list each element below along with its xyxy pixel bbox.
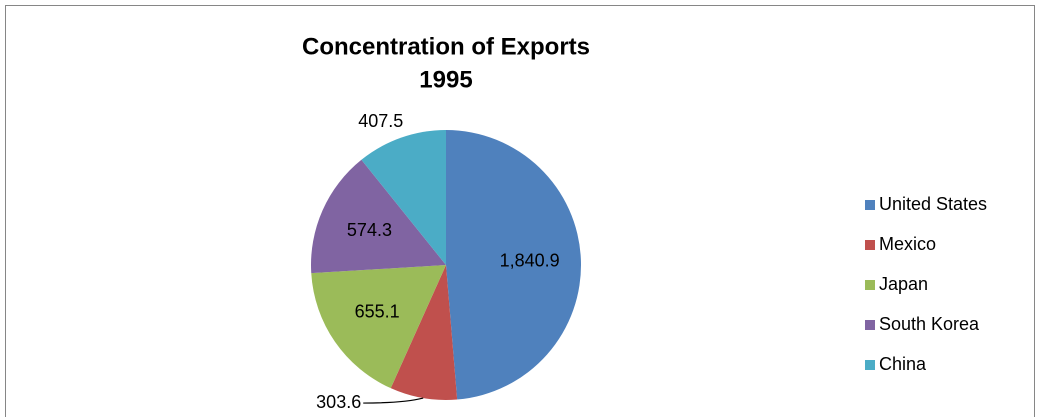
legend-swatch — [865, 240, 875, 250]
legend-label: China — [879, 354, 927, 374]
legend-swatch — [865, 360, 875, 370]
legend-label: United States — [879, 194, 987, 214]
pie-slice — [311, 265, 446, 389]
data-label: 574.3 — [347, 220, 392, 240]
legend-swatch — [865, 320, 875, 330]
pie-slice — [390, 265, 458, 401]
data-label: 407.5 — [358, 111, 403, 131]
legend-label: Japan — [879, 274, 928, 294]
data-label: 655.1 — [355, 301, 400, 321]
chart-subtitle: 1995 — [419, 66, 472, 93]
pie-slice — [311, 159, 446, 274]
chart-title: Concentration of Exports — [302, 33, 590, 60]
data-label: 1,840.9 — [500, 250, 560, 270]
legend-label: Mexico — [879, 234, 936, 254]
legend-swatch — [865, 200, 875, 210]
leader-line — [363, 397, 424, 404]
pie-slice — [446, 130, 582, 400]
data-label: 303.6 — [316, 392, 361, 412]
legend-label: South Korea — [879, 314, 980, 334]
pie-slice — [361, 130, 446, 265]
legend-swatch — [865, 280, 875, 290]
